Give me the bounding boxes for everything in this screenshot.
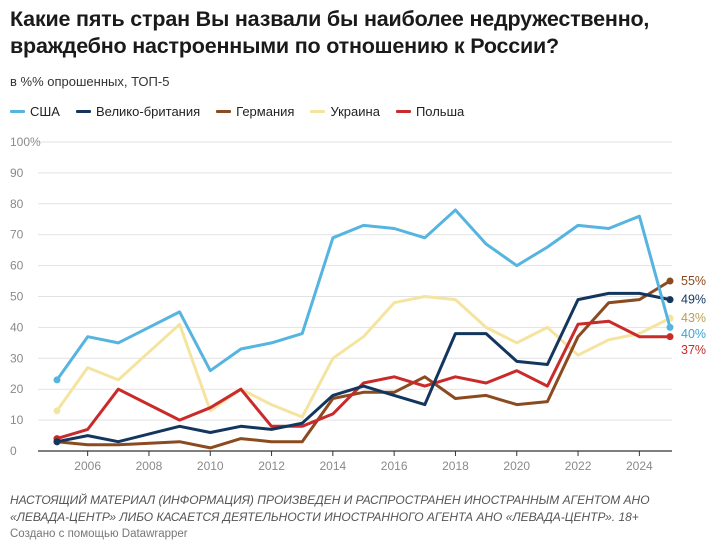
legend-item-ukraine: Украина	[310, 104, 380, 119]
legend-swatch-germany	[216, 110, 232, 113]
y-tick-label: 100%	[10, 135, 41, 149]
end-value-label-1: 49%	[681, 293, 706, 307]
x-tick-label: 2012	[258, 459, 285, 473]
legend-item-germany: Германия	[216, 104, 294, 119]
y-tick-label: 70	[10, 228, 24, 242]
series-end-point-2	[666, 277, 674, 285]
end-value-label-0: 40%	[681, 327, 706, 341]
legend-item-uk: Велико-британия	[75, 104, 201, 119]
foreign-agent-notice: НАСТОЯЩИЙ МАТЕРИАЛ (ИНФОРМАЦИЯ) ПРОИЗВЕД…	[10, 493, 650, 524]
series-start-point-3	[53, 407, 61, 415]
legend-swatch-usa	[10, 110, 25, 113]
x-tick-label: 2006	[74, 459, 101, 473]
series-line-4	[55, 319, 672, 441]
x-tick-label: 2018	[442, 459, 469, 473]
end-value-label-4: 37%	[681, 343, 706, 357]
chart-subtitle: в %% опрошенных, ТОП-5	[10, 74, 170, 89]
series-end-point-4	[666, 333, 674, 341]
line-chart: 0 10 20 30 40 50 60 70 80 90 100% 2006 2008 2010 2012 2…	[10, 135, 706, 473]
series-line-3	[55, 295, 672, 419]
y-tick-label: 0	[10, 444, 17, 458]
x-tick-label: 2024	[626, 459, 653, 473]
y-tick-label: 30	[10, 351, 24, 365]
x-tick-label: 2016	[381, 459, 408, 473]
series-line-0	[55, 208, 672, 382]
y-tick-label: 20	[10, 382, 24, 396]
legend-label-ukraine: Украина	[330, 104, 380, 119]
legend-label-germany: Германия	[236, 104, 295, 119]
x-tick-label: 2022	[565, 459, 592, 473]
legend-label-usa: США	[30, 104, 60, 119]
x-tick-label: 2008	[136, 459, 163, 473]
x-tick-label: 2010	[197, 459, 224, 473]
legend-item-poland: Польша	[395, 104, 465, 119]
y-tick-label: 90	[10, 166, 24, 180]
series-start-point-0	[53, 376, 61, 384]
series-line-1	[55, 291, 672, 444]
end-value-label-3: 43%	[681, 311, 706, 325]
legend-label-poland: Польша	[415, 104, 465, 119]
legend-swatch-ukraine	[310, 110, 326, 113]
series-line-2	[55, 279, 672, 450]
y-tick-label: 10	[10, 413, 24, 427]
legend-swatch-uk	[75, 110, 91, 113]
legend-label-uk: Велико-британия	[95, 104, 201, 119]
series-end-point-1	[666, 296, 674, 304]
y-tick-label: 80	[10, 197, 24, 211]
legend-item-usa: США	[10, 104, 60, 119]
y-tick-label: 60	[10, 259, 24, 273]
y-tick-label: 40	[10, 320, 24, 334]
datawrapper-credit: Создано с помощью Datawrapper	[10, 528, 188, 540]
chart-title: Какие пять стран Вы назвали бы наиболее …	[10, 7, 650, 58]
series-start-point-1	[53, 438, 61, 446]
series-end-point-0	[666, 323, 674, 331]
legend-swatch-poland	[395, 110, 411, 113]
x-tick-label: 2014	[319, 459, 346, 473]
end-value-label-2: 55%	[681, 274, 706, 288]
chart-legend: США Велико-британия Германия Украина Пол…	[10, 104, 464, 119]
x-tick-label: 2020	[503, 459, 530, 473]
y-tick-label: 50	[10, 290, 24, 304]
